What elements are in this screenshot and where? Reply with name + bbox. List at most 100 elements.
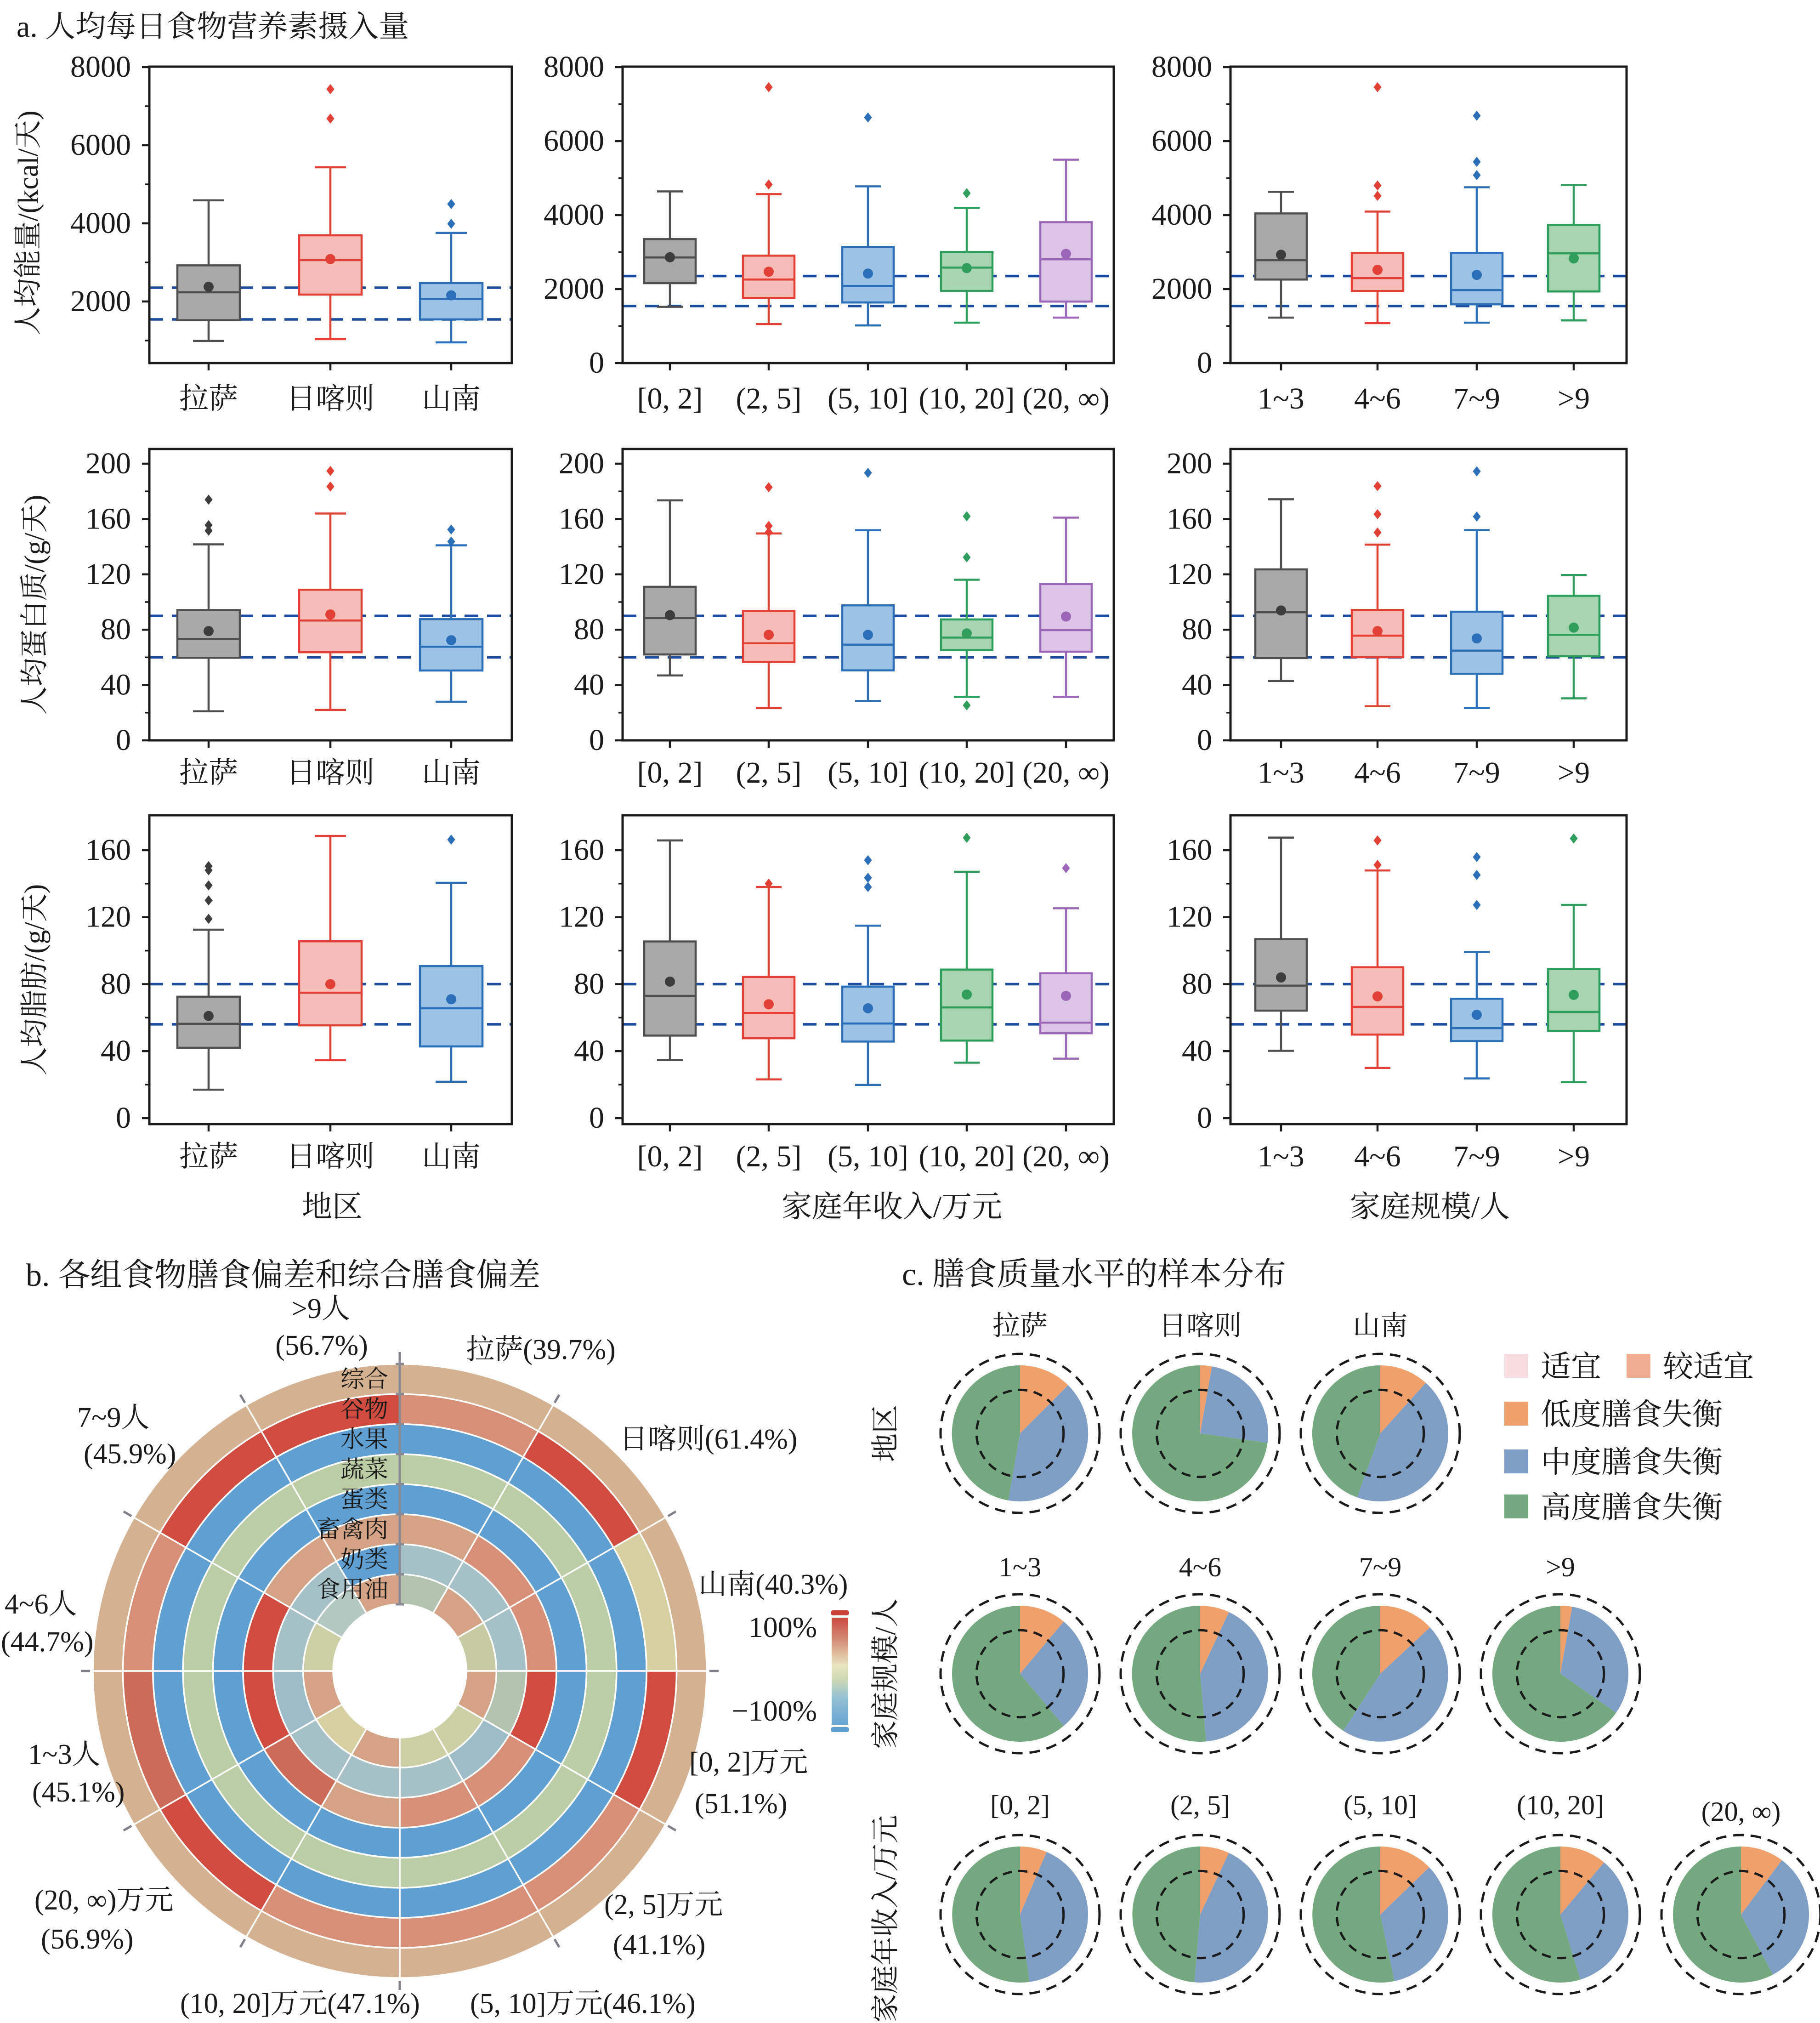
svg-text:[0, 2]: [0, 2] bbox=[637, 756, 703, 790]
svg-text:(39.7%): (39.7%) bbox=[523, 1334, 615, 1365]
svg-text:40: 40 bbox=[1182, 668, 1212, 702]
svg-text:2000: 2000 bbox=[70, 284, 131, 318]
svg-text:(45.9%): (45.9%) bbox=[84, 1438, 176, 1470]
svg-text:7~9: 7~9 bbox=[1453, 382, 1500, 415]
svg-text:0: 0 bbox=[589, 1101, 604, 1135]
svg-text:[0, 2]: [0, 2] bbox=[637, 382, 703, 415]
svg-text:): ) bbox=[13, 110, 44, 120]
svg-text:160: 160 bbox=[559, 502, 604, 535]
svg-text:40: 40 bbox=[101, 668, 131, 702]
svg-text:200: 200 bbox=[1167, 447, 1212, 480]
svg-text:200: 200 bbox=[85, 447, 131, 480]
svg-text:−100%: −100% bbox=[732, 1694, 817, 1727]
svg-text:0: 0 bbox=[1197, 346, 1212, 380]
svg-text:0: 0 bbox=[1197, 723, 1212, 757]
svg-text:0: 0 bbox=[589, 723, 604, 757]
svg-text:160: 160 bbox=[1167, 833, 1212, 867]
svg-text:(46.1%): (46.1%) bbox=[603, 1988, 695, 2019]
svg-text:(2, 5]: (2, 5] bbox=[604, 1889, 666, 1921]
svg-text:40: 40 bbox=[574, 1034, 604, 1068]
svg-text:8000: 8000 bbox=[70, 50, 131, 84]
svg-text:(40.3%): (40.3%) bbox=[755, 1569, 848, 1600]
svg-text:0: 0 bbox=[116, 723, 131, 757]
svg-text:40: 40 bbox=[101, 1034, 131, 1068]
svg-text:6000: 6000 bbox=[544, 124, 604, 158]
svg-text:2000: 2000 bbox=[1151, 272, 1212, 306]
svg-text:(20, ∞): (20, ∞) bbox=[1701, 1796, 1781, 1827]
svg-text:0: 0 bbox=[1197, 1101, 1212, 1135]
svg-text:>9: >9 bbox=[1558, 1140, 1590, 1173]
svg-text:/(g/: /(g/ bbox=[19, 533, 51, 573]
svg-text:(5, 10]: (5, 10] bbox=[470, 1988, 546, 2019]
svg-text:4~6: 4~6 bbox=[1354, 382, 1401, 415]
svg-text:(2, 5]: (2, 5] bbox=[736, 756, 802, 790]
svg-text:0: 0 bbox=[116, 1101, 131, 1135]
svg-text:1~3: 1~3 bbox=[1258, 382, 1304, 415]
svg-text:): ) bbox=[19, 495, 51, 505]
svg-text:(47.1%): (47.1%) bbox=[327, 1988, 420, 2019]
svg-text:(41.1%): (41.1%) bbox=[613, 1929, 705, 1960]
svg-text:(20, ∞): (20, ∞) bbox=[1022, 756, 1110, 790]
svg-text:8000: 8000 bbox=[1151, 50, 1212, 84]
svg-text:/: / bbox=[870, 1872, 901, 1880]
svg-text:(10, 20]: (10, 20] bbox=[919, 756, 1015, 790]
svg-text:(45.1%): (45.1%) bbox=[32, 1777, 125, 1808]
svg-text:): ) bbox=[19, 884, 51, 894]
svg-text:(5, 10]: (5, 10] bbox=[828, 382, 908, 415]
svg-text:6000: 6000 bbox=[70, 128, 131, 162]
svg-text:>9: >9 bbox=[291, 1293, 322, 1324]
svg-text:(51.1%): (51.1%) bbox=[695, 1788, 787, 1819]
svg-text:2000: 2000 bbox=[544, 272, 604, 306]
svg-text:(5, 10]: (5, 10] bbox=[828, 1140, 908, 1173]
svg-text:/: / bbox=[933, 1190, 942, 1224]
svg-text:4000: 4000 bbox=[544, 198, 604, 232]
svg-text:160: 160 bbox=[85, 833, 131, 867]
svg-text:b.: b. bbox=[26, 1258, 50, 1293]
svg-text:80: 80 bbox=[101, 967, 131, 1001]
svg-text:1~3: 1~3 bbox=[1258, 1140, 1304, 1173]
svg-text:>9: >9 bbox=[1558, 756, 1590, 790]
svg-text:80: 80 bbox=[1182, 613, 1212, 646]
svg-text:(56.7%): (56.7%) bbox=[275, 1330, 368, 1361]
svg-text:120: 120 bbox=[1167, 557, 1212, 591]
svg-text:4000: 4000 bbox=[70, 206, 131, 240]
svg-text:80: 80 bbox=[574, 967, 604, 1001]
svg-text:>9: >9 bbox=[1546, 1552, 1575, 1582]
svg-text:a.: a. bbox=[17, 10, 38, 44]
svg-text:(10, 20]: (10, 20] bbox=[180, 1988, 270, 2019]
svg-text:(61.4%): (61.4%) bbox=[705, 1424, 797, 1455]
svg-text:4~6: 4~6 bbox=[5, 1589, 49, 1620]
svg-text:6000: 6000 bbox=[1151, 124, 1212, 158]
svg-text:(10, 20]: (10, 20] bbox=[1517, 1790, 1604, 1820]
svg-text:(10, 20]: (10, 20] bbox=[919, 382, 1015, 415]
svg-text:80: 80 bbox=[574, 613, 604, 646]
svg-text:120: 120 bbox=[85, 900, 131, 934]
svg-text:4~6: 4~6 bbox=[1354, 756, 1401, 790]
svg-text:(56.9%): (56.9%) bbox=[41, 1924, 133, 1955]
svg-text:160: 160 bbox=[559, 833, 604, 867]
svg-text:4~6: 4~6 bbox=[1179, 1552, 1221, 1582]
svg-text:4000: 4000 bbox=[1151, 198, 1212, 232]
svg-text:100%: 100% bbox=[748, 1611, 817, 1643]
svg-text:(20, ∞): (20, ∞) bbox=[1022, 382, 1110, 415]
svg-text:/(g/: /(g/ bbox=[19, 922, 51, 962]
svg-text:1~3: 1~3 bbox=[999, 1552, 1041, 1582]
svg-text:120: 120 bbox=[559, 900, 604, 934]
svg-text:(44.7%): (44.7%) bbox=[1, 1626, 93, 1658]
svg-text:1~3: 1~3 bbox=[1258, 756, 1304, 790]
svg-text:(2, 5]: (2, 5] bbox=[1170, 1790, 1230, 1820]
svg-text:(5, 10]: (5, 10] bbox=[828, 756, 908, 790]
svg-text:[0, 2]: [0, 2] bbox=[990, 1790, 1050, 1820]
svg-text:7~9: 7~9 bbox=[1453, 1140, 1500, 1173]
svg-text:>9: >9 bbox=[1558, 382, 1590, 415]
svg-text:120: 120 bbox=[1167, 900, 1212, 934]
svg-text:7~9: 7~9 bbox=[1453, 756, 1500, 790]
svg-text:(5, 10]: (5, 10] bbox=[1344, 1790, 1417, 1820]
svg-text:/: / bbox=[1471, 1190, 1480, 1224]
svg-text:(20, ∞): (20, ∞) bbox=[34, 1885, 117, 1916]
svg-text:(10, 20]: (10, 20] bbox=[919, 1140, 1015, 1173]
svg-text:/: / bbox=[870, 1627, 901, 1635]
svg-text:1~3: 1~3 bbox=[28, 1739, 72, 1770]
svg-text:(2, 5]: (2, 5] bbox=[736, 382, 802, 415]
svg-text:160: 160 bbox=[85, 502, 131, 535]
